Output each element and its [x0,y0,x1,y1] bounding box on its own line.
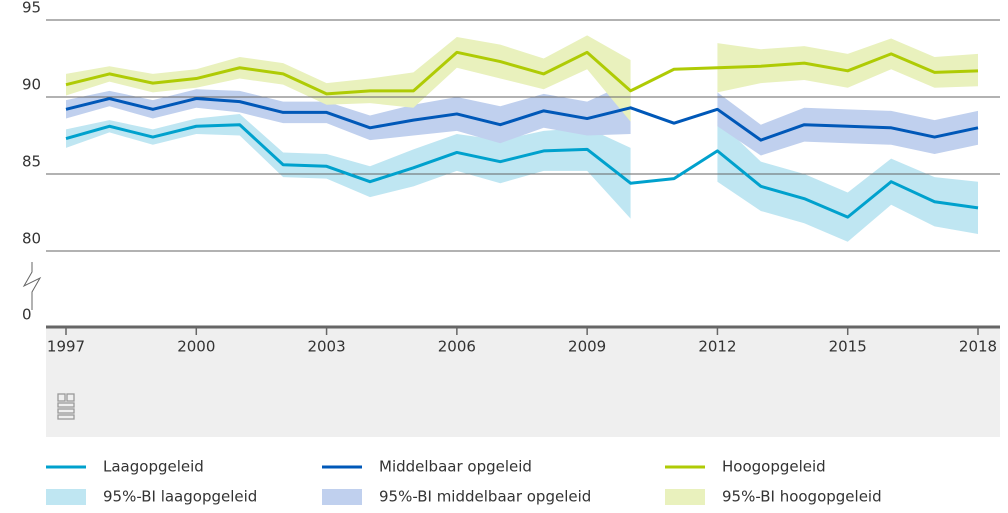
y-tick-label: 95 [22,0,41,17]
x-tick-label: 2009 [568,338,606,356]
legend-swatch [322,489,362,505]
y-tick-label: 90 [22,76,41,94]
confidence-band [66,35,631,122]
legend-label: 95%-BI laagopgeleid [103,488,257,506]
x-tick-label: 2018 [959,338,997,356]
legend-swatch [46,489,86,505]
legend-label: Hoogopgeleid [722,458,826,476]
cbs-logo [57,393,75,420]
x-tick-label: 2012 [698,338,736,356]
legend-label: Middelbaar opgeleid [379,458,532,476]
legend-label: 95%-BI middelbaar opgeleid [379,488,591,506]
axis-background [46,327,1000,437]
confidence-band [717,38,978,93]
confidence-band [717,120,978,242]
x-tick-label: 1997 [47,338,85,356]
legend-label: Laagopgeleid [103,458,204,476]
x-tick-label: 2015 [829,338,867,356]
line [65,50,979,96]
line [65,123,979,219]
line [65,97,979,142]
x-tick-label: 2006 [438,338,476,356]
legend-swatch [665,489,705,505]
x-tick-label: 2000 [177,338,215,356]
y-tick-label: 80 [22,230,41,248]
x-tick-label: 2003 [307,338,345,356]
confidence-band [717,92,978,156]
y-tick-label: 85 [22,153,41,171]
axis-break [22,262,42,310]
y-tick-label: 0 [22,306,32,324]
legend-label: 95%-BI hoogopgeleid [722,488,882,506]
